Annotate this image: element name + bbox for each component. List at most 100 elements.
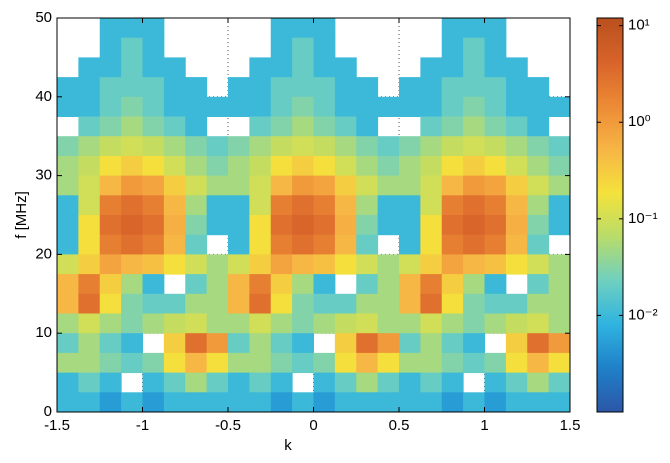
heatmap-cell: [399, 195, 421, 216]
heatmap-cell: [292, 77, 314, 98]
heatmap: [56, 17, 571, 413]
heatmap-cell: [527, 254, 550, 275]
heatmap-cell: [527, 352, 550, 374]
heatmap-cell: [78, 195, 101, 216]
heatmap-cell: [57, 195, 79, 216]
heatmap-cell: [441, 116, 464, 137]
heatmap-cell: [334, 96, 357, 117]
heatmap-cell: [206, 372, 229, 393]
heatmap-cell: [121, 352, 143, 374]
heatmap-cell: [206, 333, 229, 354]
heatmap-cell: [484, 352, 507, 374]
heatmap-cell: [99, 96, 122, 117]
heatmap-cell: [313, 57, 336, 78]
heatmap-cell: [206, 313, 229, 334]
heatmap-cell: [313, 18, 336, 39]
heatmap-cell: [399, 155, 421, 177]
heatmap-cell: [292, 195, 314, 216]
heatmap-cell: [420, 96, 443, 117]
heatmap-cell: [249, 234, 272, 255]
heatmap-cell: [206, 215, 229, 236]
heatmap-cell: [313, 77, 336, 98]
heatmap-cell: [527, 234, 550, 255]
heatmap-cell: [185, 96, 208, 117]
heatmap-cell: [463, 175, 485, 196]
heatmap-cell: [420, 333, 443, 354]
heatmap-cell: [292, 18, 314, 39]
heatmap-cell: [270, 96, 293, 117]
heatmap-cell: [57, 293, 79, 314]
heatmap-cell: [420, 116, 443, 137]
heatmap-cell: [228, 352, 250, 374]
heatmap-cell: [548, 136, 571, 157]
heatmap-cell: [228, 96, 250, 117]
heatmap-cell: [99, 57, 122, 78]
heatmap-cell: [292, 155, 314, 177]
heatmap-cell: [420, 57, 443, 78]
heatmap-cell: [163, 352, 186, 374]
heatmap-cell: [527, 136, 550, 157]
heatmap-cell: [399, 215, 421, 236]
heatmap-cell: [484, 18, 507, 39]
heatmap-cell: [463, 333, 485, 354]
heatmap-cell: [99, 372, 122, 393]
heatmap-cell: [313, 96, 336, 117]
heatmap-cell: [185, 372, 208, 393]
heatmap-cell: [206, 293, 229, 314]
heatmap-cell: [142, 215, 165, 236]
heatmap-cell: [185, 352, 208, 374]
heatmap-cell: [121, 155, 143, 177]
heatmap-cell: [142, 37, 165, 58]
heatmap-cell: [334, 352, 357, 374]
heatmap-cell: [78, 234, 101, 255]
heatmap-cell: [228, 195, 250, 216]
heatmap-cell: [377, 155, 400, 177]
heatmap-cell: [527, 175, 550, 196]
heatmap-cell: [78, 215, 101, 236]
heatmap-cell: [292, 274, 314, 295]
heatmap-cell: [356, 77, 379, 98]
heatmap-cell: [185, 313, 208, 334]
heatmap-cell: [334, 313, 357, 334]
heatmap-cell: [249, 372, 272, 393]
heatmap-cell: [399, 77, 421, 98]
heatmap-cell: [505, 96, 528, 117]
heatmap-cell: [292, 175, 314, 196]
heatmap-cell: [185, 254, 208, 275]
heatmap-cell: [441, 293, 464, 314]
heatmap-cell: [249, 254, 272, 275]
heatmap-cell: [420, 234, 443, 255]
heatmap-cell: [334, 372, 357, 393]
heatmap-cell: [420, 313, 443, 334]
heatmap-cell: [292, 57, 314, 78]
heatmap-cell: [399, 175, 421, 196]
heatmap-cell: [185, 155, 208, 177]
heatmap-cell: [228, 313, 250, 334]
heatmap-cell: [420, 392, 443, 413]
heatmap-cell: [334, 392, 357, 413]
heatmap-cell: [441, 136, 464, 157]
heatmap-cell: [441, 234, 464, 255]
heatmap-cell: [420, 352, 443, 374]
heatmap-cell: [99, 215, 122, 236]
heatmap-cell: [377, 274, 400, 295]
heatmap-cell: [484, 136, 507, 157]
heatmap-cell: [99, 313, 122, 334]
heatmap-cell: [185, 274, 208, 295]
colorbar-tick-label: 10⁰: [628, 113, 651, 130]
heatmap-cell: [163, 234, 186, 255]
heatmap-cell: [484, 195, 507, 216]
heatmap-cell: [505, 136, 528, 157]
heatmap-cell: [78, 352, 101, 374]
heatmap-cell: [57, 352, 79, 374]
heatmap-cell: [99, 155, 122, 177]
heatmap-cell: [185, 392, 208, 413]
heatmap-cell: [334, 116, 357, 137]
heatmap-cell: [57, 96, 79, 117]
heatmap-cell: [249, 293, 272, 314]
heatmap-cell: [292, 234, 314, 255]
heatmap-cell: [505, 215, 528, 236]
heatmap-cell: [484, 392, 507, 413]
heatmap-cell: [57, 313, 79, 334]
